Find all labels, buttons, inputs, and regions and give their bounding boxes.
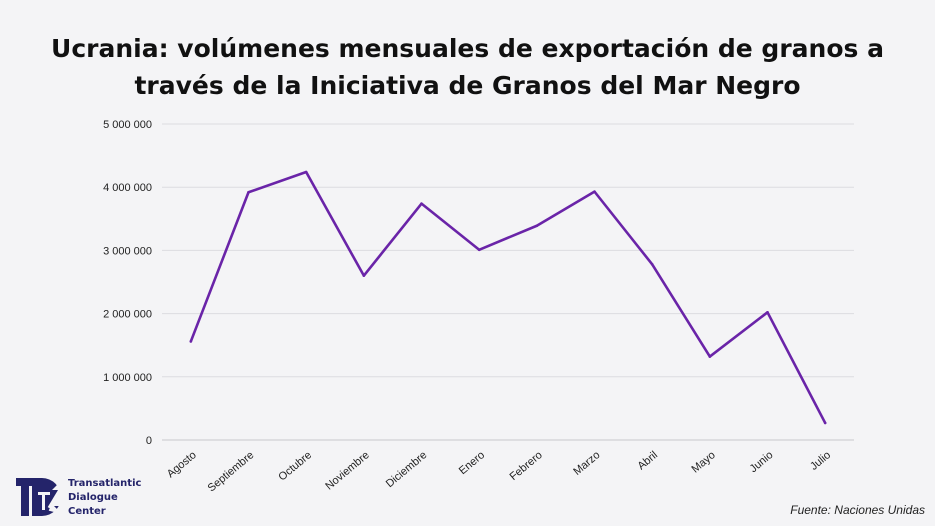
source-note: Fuente: Naciones Unidas (790, 503, 925, 517)
x-tick-label: Febrero (508, 449, 545, 483)
x-tick-label: Diciembre (384, 449, 430, 490)
data-point (477, 248, 481, 252)
y-tick-label: 1 000 000 (103, 372, 152, 384)
data-point (189, 340, 193, 343)
data-point (247, 190, 250, 194)
logo-line-2: Dialogue (68, 492, 118, 503)
x-tick-label: Enero (457, 449, 487, 477)
logo-line-3: Center (68, 506, 106, 517)
chart-title-line-1: Ucrania: volúmenes mensuales de exportac… (51, 34, 884, 63)
data-point (535, 224, 539, 228)
logo-text: Transatlantic Dialogue Center (68, 477, 141, 519)
y-tick-label: 2 000 000 (103, 309, 152, 321)
data-point (766, 311, 769, 314)
data-point (420, 202, 423, 205)
y-tick-label: 5 000 000 (103, 119, 152, 131)
data-point (650, 263, 654, 266)
y-tick-label: 0 (146, 435, 152, 447)
data-point (823, 421, 827, 425)
data-point (304, 170, 308, 174)
y-tick-label: 3 000 000 (103, 245, 152, 257)
data-point (362, 274, 366, 277)
data-point (708, 355, 712, 358)
x-tick-label: Mayo (689, 449, 717, 475)
logo: Transatlantic Dialogue Center (16, 476, 176, 520)
x-tick-label: Noviembre (323, 449, 371, 492)
data-point (593, 190, 596, 193)
x-tick-label: Abril (636, 449, 661, 472)
tdc-monogram-icon (16, 478, 62, 516)
x-tick-label: Marzo (571, 449, 602, 478)
x-tick-label: Junio (748, 449, 776, 475)
x-tick-label: Octubre (276, 449, 314, 483)
chart-title: Ucrania: volúmenes mensuales de exportac… (0, 30, 935, 104)
x-tick-label: Septiembre (206, 449, 257, 494)
logo-line-1: Transatlantic (68, 478, 142, 489)
y-tick-label: 4 000 000 (103, 182, 152, 194)
x-tick-label: Julio (808, 449, 833, 473)
series-line (189, 170, 827, 425)
chart-title-line-2: través de la Iniciativa de Granos del Ma… (134, 71, 801, 100)
